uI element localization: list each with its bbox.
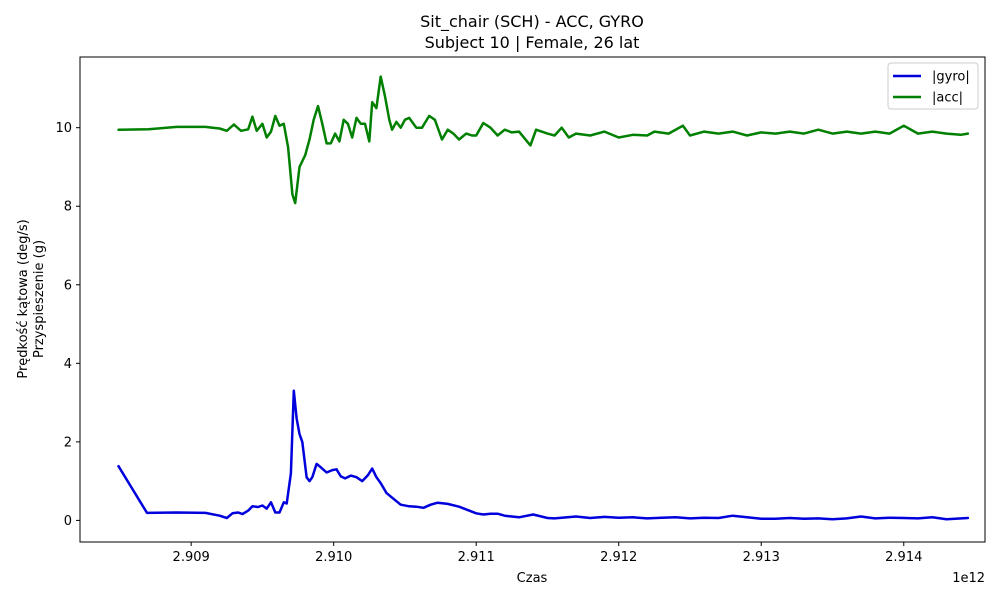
y-tick-label: 6: [64, 278, 72, 293]
chart-subtitle: Subject 10 | Female, 26 lat: [425, 33, 640, 52]
plot-frame: [79, 56, 986, 543]
legend: |gyro| |acc|: [887, 62, 979, 110]
x-tick-label: 2.912: [600, 550, 637, 565]
y-tick-label: 10: [55, 121, 72, 136]
y-axis-label-line1: Prędkość kątowa (deg/s): [16, 219, 31, 378]
series-line-gyro: [117, 389, 970, 521]
x-axis: 2.909 2.910 2.911 2.912 2.913 2.914: [173, 542, 922, 565]
x-tick-label: 2.910: [315, 550, 352, 565]
legend-label-acc: |acc|: [932, 91, 963, 106]
x-axis-offset-label: 1e12: [952, 571, 985, 586]
x-tick-label: 2.911: [458, 550, 495, 565]
y-axis-label-line2: Przyspieszenie (g): [32, 240, 47, 358]
chart-title: Sit_chair (SCH) - ACC, GYRO: [420, 12, 644, 32]
x-tick-label: 2.909: [173, 550, 210, 565]
y-tick-label: 0: [64, 514, 72, 529]
legend-label-gyro: |gyro|: [932, 70, 970, 85]
y-tick-label: 4: [64, 357, 72, 372]
x-axis-label: Czas: [517, 571, 548, 586]
y-axis: 0 2 4 6 8 10: [55, 121, 80, 529]
x-tick-label: 2.913: [743, 550, 780, 565]
y-tick-label: 2: [64, 435, 72, 450]
plot-area: [117, 75, 970, 521]
series-line-acc: [117, 75, 970, 205]
x-tick-label: 2.914: [885, 550, 922, 565]
y-tick-label: 8: [64, 200, 72, 215]
